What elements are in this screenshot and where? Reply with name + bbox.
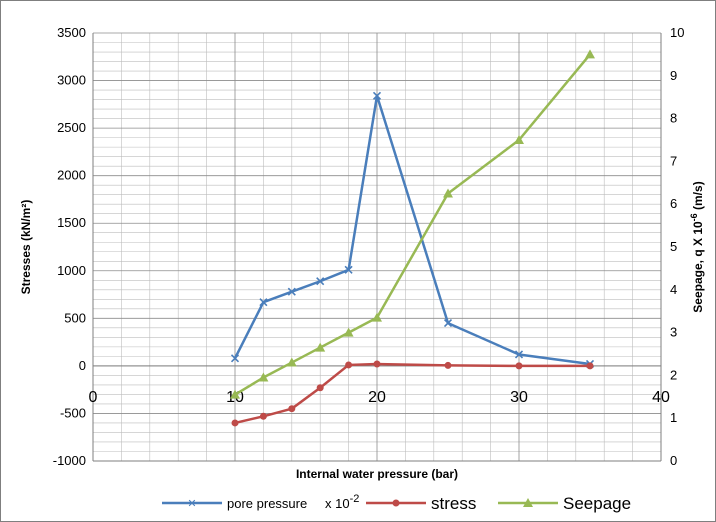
y-tick-label: 2000 (57, 168, 86, 183)
legend-suffix-pore-pressure: x 10-2 (325, 493, 359, 511)
series (230, 49, 595, 427)
x-tick-label: 40 (652, 389, 670, 406)
marker-stroke (287, 287, 296, 296)
legend-suffix-exponent: -2 (350, 493, 360, 505)
y2-tick-label: 8 (670, 111, 677, 126)
y2-tick-label: 2 (670, 367, 677, 382)
x-tick-label: 0 (89, 389, 98, 406)
data-point-pore-pressure (287, 287, 296, 296)
data-point-stress (373, 360, 381, 368)
y-tick-label: -500 (60, 405, 86, 420)
y2-axis-title-base: Seepage, q X 10 (691, 221, 705, 313)
y2-tick-label: 7 (670, 153, 677, 168)
data-point-stress (586, 362, 594, 370)
y2-axis-title-exponent: -6 (689, 213, 699, 221)
x-axis-title: Internal water pressure (bar) (296, 467, 458, 481)
legend-marker-pore-pressure: ✕ (187, 498, 196, 510)
data-point-seepage (585, 49, 595, 59)
legend: ✕ pore pressure x 10-2 stress Seepage (162, 493, 631, 513)
data-point-seepage (343, 327, 354, 337)
y-axis-title: Stresses (kN/m²) (19, 200, 33, 295)
marker-stroke (443, 319, 453, 328)
legend-item-pore-pressure: ✕ pore pressure x 10-2 (162, 493, 359, 511)
legend-label-seepage: Seepage (563, 494, 631, 513)
marker-stroke (230, 354, 240, 363)
data-point-seepage (315, 342, 326, 352)
y2-tick-label: 1 (670, 410, 677, 425)
y-tick-label: 500 (64, 310, 86, 325)
y2-tick-label: 0 (670, 453, 677, 468)
data-point-seepage (230, 389, 240, 399)
y-tick-label: 2500 (57, 120, 86, 135)
marker-stroke (259, 298, 268, 307)
x-tick-label: 20 (368, 389, 386, 406)
data-point-pore-pressure (443, 319, 453, 328)
data-point-pore-pressure (230, 354, 240, 363)
y-tick-label: 3000 (57, 73, 86, 88)
data-point-pore-pressure (316, 277, 325, 286)
y2-tick-label: 5 (670, 239, 677, 254)
data-point-stress (444, 361, 452, 369)
data-point-stress (345, 361, 353, 369)
y-tick-label: 1500 (57, 215, 86, 230)
data-point-stress (288, 405, 296, 413)
y2-tick-label: 6 (670, 196, 677, 211)
legend-label-pore-pressure: pore pressure (227, 496, 307, 511)
legend-suffix-base: x 10 (325, 496, 350, 511)
marker-stroke (514, 350, 524, 359)
y-tick-label: -1000 (53, 453, 86, 468)
y2-axis-title-unit: (m/s) (691, 181, 705, 213)
data-point-stress (316, 384, 324, 392)
tick-labels: 3500300025002000150010005000-500-1000109… (53, 25, 685, 468)
y2-tick-label: 10 (670, 25, 684, 40)
marker-stroke (316, 277, 325, 286)
marker-stroke (344, 265, 353, 274)
y2-tick-label: 9 (670, 68, 677, 83)
data-point-pore-pressure (344, 265, 353, 274)
y-tick-label: 1000 (57, 263, 86, 278)
data-point-pore-pressure (372, 91, 382, 100)
marker-stroke (372, 91, 382, 100)
x-tick-label: 30 (510, 389, 528, 406)
y-tick-label: 0 (79, 358, 86, 373)
y2-axis-title: Seepage, q X 10-6 (m/s) (689, 181, 705, 312)
data-point-pore-pressure (259, 298, 268, 307)
data-point-seepage (514, 135, 524, 144)
data-point-stress (515, 362, 523, 370)
data-point-seepage (286, 357, 297, 367)
y2-tick-label: 4 (670, 282, 677, 297)
data-point-pore-pressure (514, 350, 524, 359)
y2-tick-label: 3 (670, 325, 677, 340)
legend-marker-stress (392, 499, 400, 507)
data-point-seepage (258, 372, 269, 382)
legend-item-stress: stress (366, 494, 476, 513)
legend-marker-seepage (523, 498, 533, 507)
data-point-stress (231, 419, 239, 427)
data-point-seepage (443, 188, 453, 198)
data-point-seepage (372, 312, 382, 322)
legend-item-seepage: Seepage (498, 494, 631, 513)
y-tick-label: 3500 (57, 25, 86, 40)
legend-label-stress: stress (431, 494, 476, 513)
data-point-stress (259, 412, 267, 420)
